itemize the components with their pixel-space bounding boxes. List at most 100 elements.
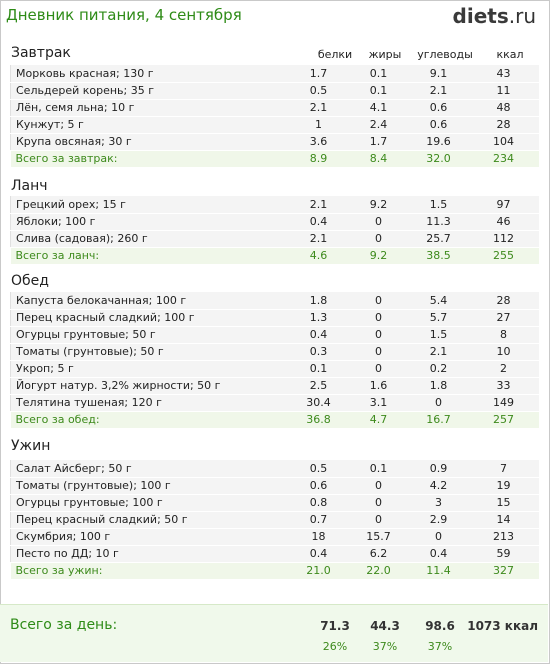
header: Дневник питания, 4 сентября diets.ru xyxy=(0,0,548,34)
food-value-p: 0.3 xyxy=(288,343,349,361)
food-value-f: 9.2 xyxy=(348,196,409,214)
food-value-p: 0.6 xyxy=(288,477,349,495)
col-head-fat: жиры xyxy=(368,48,402,61)
food-value-k: 8 xyxy=(468,326,539,344)
food-value-c: 3 xyxy=(408,494,469,512)
food-value-c: 1.8 xyxy=(408,377,469,395)
food-value-c: 0.2 xyxy=(408,360,469,378)
food-value-k: 33 xyxy=(468,377,539,395)
food-row: Морковь красная; 130 г 1.7 0.1 9.1 43 xyxy=(10,65,539,83)
site-logo[interactable]: diets.ru xyxy=(453,4,536,28)
meal-total-p: 4.6 xyxy=(288,247,349,265)
meal-table: Капуста белокачанная; 100 г 1.8 0 5.4 28 Пере… xyxy=(10,292,539,429)
food-value-k: 97 xyxy=(468,196,539,214)
meal-total-k: 327 xyxy=(468,562,539,580)
food-row: Кунжут; 5 г 1 2.4 0.6 28 xyxy=(10,116,539,134)
food-value-p: 18 xyxy=(288,528,349,546)
food-row: Телятина тушеная; 120 г 30.4 3.1 0 149 xyxy=(10,394,539,412)
food-row: Яблоки; 100 г 0.4 0 11.3 46 xyxy=(10,213,539,231)
food-value-c: 0.6 xyxy=(408,99,469,117)
food-value-k: 43 xyxy=(468,65,539,83)
food-name: Яблоки; 100 г xyxy=(10,213,289,231)
food-value-f: 0 xyxy=(348,326,409,344)
food-name: Телятина тушеная; 120 г xyxy=(10,394,289,412)
food-value-k: 149 xyxy=(468,394,539,412)
food-value-f: 0.1 xyxy=(348,460,409,478)
food-value-p: 2.1 xyxy=(288,99,349,117)
food-value-f: 0 xyxy=(348,511,409,529)
logo-dot: . xyxy=(508,4,516,28)
food-value-f: 15.7 xyxy=(348,528,409,546)
logo-tld: ru xyxy=(515,4,536,28)
food-value-c: 19.6 xyxy=(408,133,469,151)
food-value-k: 59 xyxy=(468,545,539,563)
col-head-kcal: ккал xyxy=(496,48,524,61)
meal-total-f: 22.0 xyxy=(348,562,409,580)
food-value-p: 1.8 xyxy=(288,292,349,310)
food-value-f: 3.1 xyxy=(348,394,409,412)
food-name: Песто по ДД; 10 г xyxy=(10,545,289,563)
food-row: Грецкий орех; 15 г 2.1 9.2 1.5 97 xyxy=(10,196,539,214)
food-row: Песто по ДД; 10 г 0.4 6.2 0.4 59 xyxy=(10,545,539,563)
food-name: Крупа овсяная; 30 г xyxy=(10,133,289,151)
food-value-k: 11 xyxy=(468,82,539,100)
food-value-p: 0.5 xyxy=(288,82,349,100)
food-value-p: 1.7 xyxy=(288,65,349,83)
food-name: Томаты (грунтовые); 50 г xyxy=(10,343,289,361)
meal-total-row: Всего за ужин: 21.0 22.0 11.4 327 xyxy=(10,562,539,580)
food-value-p: 0.4 xyxy=(288,545,349,563)
food-row: Укроп; 5 г 0.1 0 0.2 2 xyxy=(10,360,539,378)
food-name: Скумбрия; 100 г xyxy=(10,528,289,546)
col-head-protein: белки xyxy=(317,48,353,61)
food-name: Перец красный сладкий; 50 г xyxy=(10,511,289,529)
food-name: Морковь красная; 130 г xyxy=(10,65,289,83)
food-value-f: 0.1 xyxy=(348,65,409,83)
meal-title: Ланч xyxy=(11,178,48,194)
food-value-f: 0 xyxy=(348,309,409,327)
meal-table: Салат Айсберг; 50 г 0.5 0.1 0.9 7 Томаты (гру… xyxy=(10,460,539,580)
meal-total-f: 8.4 xyxy=(348,150,409,168)
meal-total-label: Всего за завтрак: xyxy=(10,150,289,168)
food-value-p: 2.1 xyxy=(288,196,349,214)
food-value-k: 213 xyxy=(468,528,539,546)
meal-title: Ужин xyxy=(11,438,51,454)
food-value-p: 30.4 xyxy=(288,394,349,412)
food-value-k: 46 xyxy=(468,213,539,231)
food-value-f: 1.6 xyxy=(348,377,409,395)
food-value-f: 0 xyxy=(348,230,409,248)
food-value-c: 5.4 xyxy=(408,292,469,310)
food-value-f: 6.2 xyxy=(348,545,409,563)
day-fat: 44.3 xyxy=(370,619,400,633)
meal-table: Грецкий орех; 15 г 2.1 9.2 1.5 97 Яблоки; 100… xyxy=(10,196,539,265)
page-title: Дневник питания, 4 сентября xyxy=(6,6,242,24)
food-value-p: 0.8 xyxy=(288,494,349,512)
food-value-k: 15 xyxy=(468,494,539,512)
meal-total-row: Всего за завтрак: 8.9 8.4 32.0 234 xyxy=(10,150,539,168)
food-value-k: 10 xyxy=(468,343,539,361)
food-value-k: 28 xyxy=(468,116,539,134)
food-row: Капуста белокачанная; 100 г 1.8 0 5.4 28 xyxy=(10,292,539,310)
meal-table: Морковь красная; 130 г 1.7 0.1 9.1 43 Сельдер… xyxy=(10,65,539,168)
logo-main: diets xyxy=(452,4,509,28)
food-value-k: 112 xyxy=(468,230,539,248)
food-value-f: 0 xyxy=(348,343,409,361)
food-name: Сельдерей корень; 35 г xyxy=(10,82,289,100)
food-value-f: 0 xyxy=(348,213,409,231)
food-value-k: 7 xyxy=(468,460,539,478)
food-value-c: 1.5 xyxy=(408,196,469,214)
food-value-k: 27 xyxy=(468,309,539,327)
food-row: Крупа овсяная; 30 г 3.6 1.7 19.6 104 xyxy=(10,133,539,151)
meal-total-k: 255 xyxy=(468,247,539,265)
food-value-k: 2 xyxy=(468,360,539,378)
meal-title: Обед xyxy=(11,273,49,289)
meal-total-row: Всего за ланч: 4.6 9.2 38.5 255 xyxy=(10,247,539,265)
food-value-k: 14 xyxy=(468,511,539,529)
food-row: Томаты (грунтовые); 50 г 0.3 0 2.1 10 xyxy=(10,343,539,361)
food-name: Лён, семя льна; 10 г xyxy=(10,99,289,117)
food-name: Капуста белокачанная; 100 г xyxy=(10,292,289,310)
food-name: Слива (садовая); 260 г xyxy=(10,230,289,248)
food-value-p: 0.1 xyxy=(288,360,349,378)
food-value-p: 3.6 xyxy=(288,133,349,151)
day-protein-pct: 26% xyxy=(322,640,348,653)
food-name: Грецкий орех; 15 г xyxy=(10,196,289,214)
